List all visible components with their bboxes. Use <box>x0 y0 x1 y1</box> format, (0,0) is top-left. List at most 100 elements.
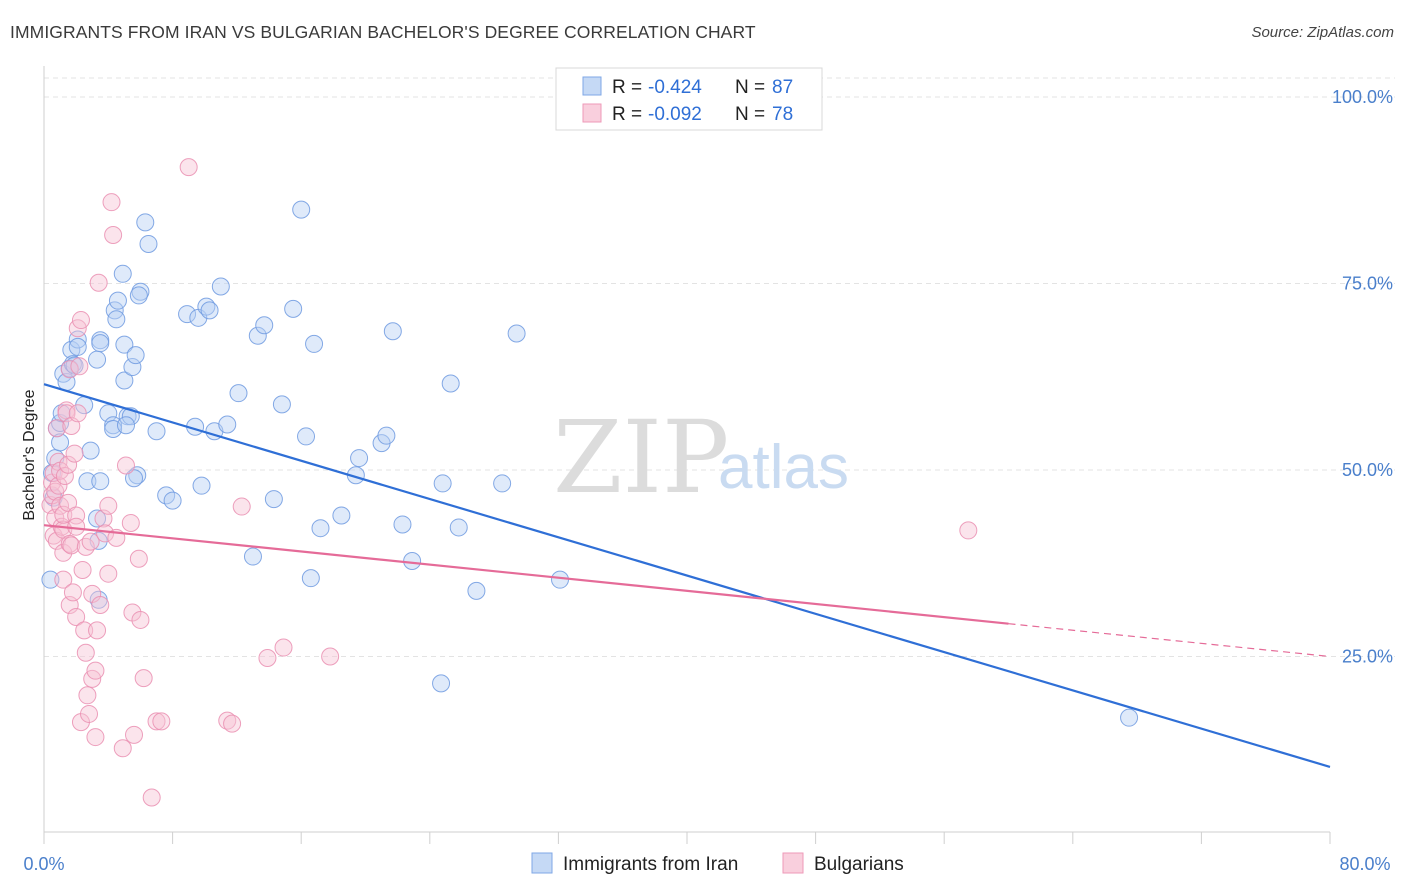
iran-point <box>433 474 452 493</box>
legend-swatch-bulgarians <box>582 103 602 123</box>
bulgarians-point <box>959 521 978 540</box>
y-tick-label: 100.0% <box>1332 87 1393 107</box>
bulgarians-point <box>59 493 78 512</box>
legend-r-value-bulgarians: -0.092 <box>648 104 702 125</box>
bulgarians-point <box>67 517 86 536</box>
series-bulgarians-points <box>41 158 978 807</box>
iran-point <box>125 469 144 488</box>
iran-point <box>147 422 166 441</box>
x-tick-labels: 0.0% 80.0% <box>23 854 1390 874</box>
iran-point <box>301 569 320 588</box>
iran-point <box>51 433 70 452</box>
bottom-legend-label-bulgarians: Bulgarians <box>814 854 904 875</box>
iran-point <box>139 234 158 253</box>
trend-lines <box>43 383 1331 768</box>
iran-point <box>292 200 311 219</box>
bulgarians-point <box>65 444 84 463</box>
bulgarians-point <box>73 560 92 579</box>
bulgarians-point <box>68 404 87 423</box>
bulgarians-point <box>49 476 68 495</box>
bulgarians-point <box>274 638 293 657</box>
iran-point <box>403 552 422 571</box>
iran-point <box>68 337 87 356</box>
iran-point <box>383 322 402 341</box>
bulgarians-point <box>75 621 94 640</box>
iran-point <box>178 305 197 324</box>
bulgarians-point <box>131 610 150 629</box>
y-tick-label: 50.0% <box>1342 460 1393 480</box>
bulgarians-point <box>55 466 74 485</box>
iran-point <box>108 291 127 310</box>
bulgarians-point <box>67 607 86 626</box>
iran-point <box>248 326 267 345</box>
iran-point <box>305 334 324 353</box>
iran-point <box>350 449 369 468</box>
bulgarians-point <box>129 549 148 568</box>
legend-n-value-iran: 87 <box>772 77 793 98</box>
y-tick-label: 25.0% <box>1342 647 1393 667</box>
bottom-legend-swatch-bulgarians <box>782 852 804 874</box>
iran-point <box>123 358 142 377</box>
iran-point <box>136 213 155 232</box>
iran-point <box>243 547 262 566</box>
iran-point <box>229 384 248 403</box>
iran-point <box>264 490 283 509</box>
series-iran-points <box>41 200 1139 727</box>
iran-point <box>200 301 219 320</box>
iran-point <box>115 335 134 354</box>
iran-point <box>88 350 107 369</box>
bulgarians-point <box>134 669 153 688</box>
iran-point <box>393 515 412 534</box>
bulgarians-point <box>54 505 73 524</box>
legend-n-value-bulgarians: 78 <box>772 104 793 125</box>
iran-point <box>91 334 110 353</box>
bulgarians-point <box>116 456 135 475</box>
bulgarians-point <box>218 711 237 730</box>
bulgarians-point <box>179 158 198 177</box>
bulgarians-point <box>113 739 132 758</box>
bulgarians-point <box>258 648 277 667</box>
iran-point <box>467 581 486 600</box>
bulgarians-point <box>142 788 161 807</box>
bulgarians-point <box>78 686 97 705</box>
bulgarians-point <box>147 712 166 731</box>
bulgarians-point <box>54 570 73 589</box>
bulgarians-point <box>99 496 118 515</box>
bulgarians-point <box>60 360 79 379</box>
iran-point <box>218 415 237 434</box>
bulgarians-point <box>89 273 108 292</box>
legend-n-label: N = <box>735 77 765 98</box>
y-tick-label: 75.0% <box>1342 274 1393 294</box>
bulgarians-point <box>62 536 81 555</box>
bulgarians-point <box>46 482 65 501</box>
iran-point <box>192 476 211 495</box>
iran-point <box>311 519 330 538</box>
iran-point <box>129 286 148 305</box>
iran-point <box>91 472 110 491</box>
iran-point <box>441 374 460 393</box>
bulgarians-point <box>63 583 82 602</box>
iran-point <box>1120 708 1139 727</box>
bulgarians-point <box>91 596 110 615</box>
legend-r-value-iran: -0.424 <box>648 77 702 98</box>
iran-point <box>88 509 107 528</box>
trend-line-bulgarians-extension <box>1008 623 1331 658</box>
bulgarians-point <box>152 712 171 731</box>
legend-swatch-iran <box>582 76 602 96</box>
iran-point <box>449 518 468 537</box>
gridlines <box>44 77 1395 657</box>
bulgarians-point <box>59 455 78 474</box>
iran-point <box>377 426 396 445</box>
iran-point <box>493 474 512 493</box>
bulgarians-point <box>321 647 340 666</box>
iran-point <box>107 310 126 329</box>
bulgarians-point <box>223 714 242 733</box>
x-tick-label-min: 0.0% <box>23 854 64 874</box>
bulgarians-point <box>125 725 144 744</box>
trend-line-bulgarians <box>43 524 1009 625</box>
iran-point <box>297 427 316 446</box>
bulgarians-point <box>232 497 251 516</box>
iran-point <box>332 506 351 525</box>
chart-title: IMMIGRANTS FROM IRAN VS BULGARIAN BACHEL… <box>10 22 756 42</box>
axes <box>43 66 1331 844</box>
